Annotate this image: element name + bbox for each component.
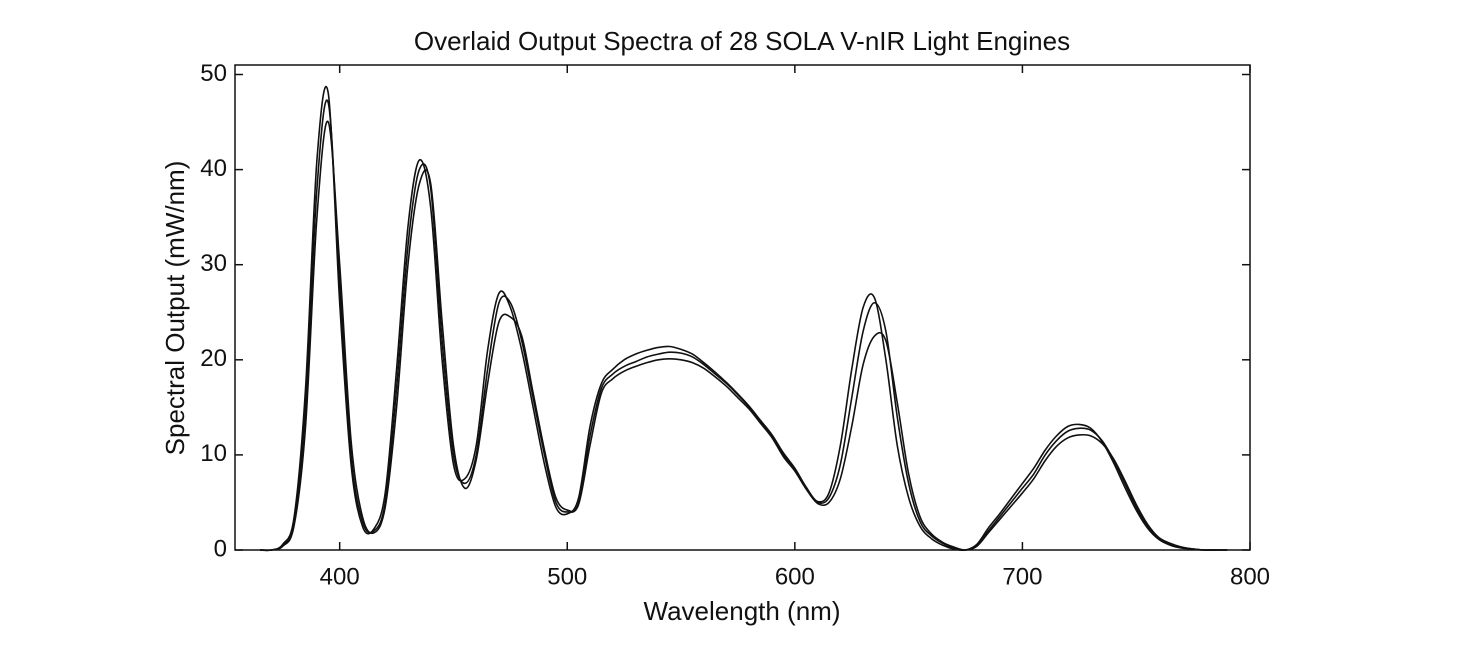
x-tick-label: 600 (775, 563, 815, 590)
y-tick-label: 40 (200, 155, 227, 182)
spectrum-line (260, 99, 1228, 552)
x-axis-label: Wavelength (nm) (644, 596, 841, 626)
y-tick-label: 0 (214, 535, 227, 562)
spectrum-line (260, 85, 1228, 552)
y-tick-label: 20 (200, 345, 227, 372)
chart-title: Overlaid Output Spectra of 28 SOLA V-nIR… (414, 26, 1070, 56)
y-tick-label: 10 (200, 440, 227, 467)
y-tick-label: 30 (200, 250, 227, 277)
spectrum-line (260, 120, 1228, 552)
x-tick-label: 500 (547, 563, 587, 590)
x-tick-label: 800 (1230, 563, 1270, 590)
plot-frame (234, 64, 1251, 551)
x-tick-label: 700 (1002, 563, 1042, 590)
y-tick-label: 50 (200, 60, 227, 87)
y-axis-label: Spectral Output (mW/nm) (160, 161, 190, 456)
x-tick-label: 400 (320, 563, 360, 590)
